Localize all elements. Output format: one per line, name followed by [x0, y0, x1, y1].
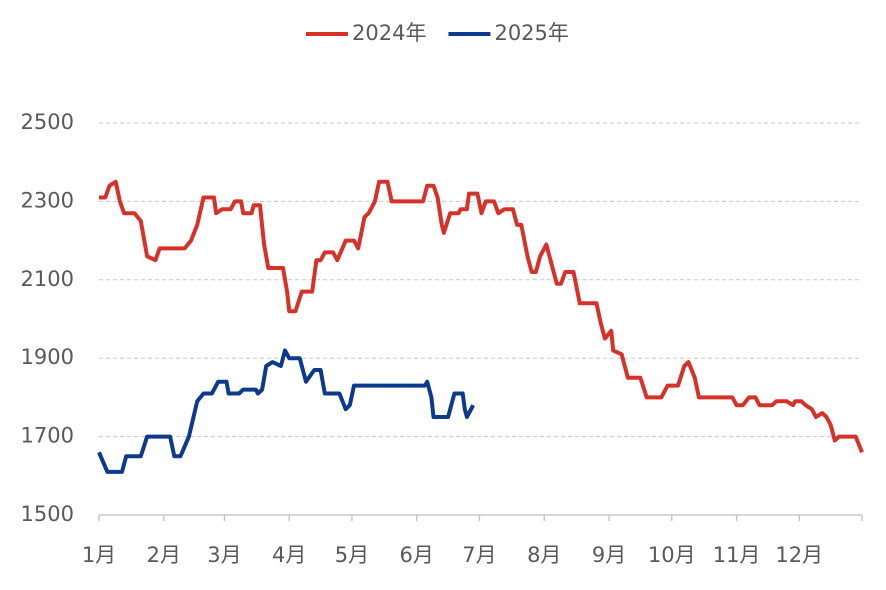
x-tick-label: 7月: [462, 543, 496, 567]
y-tick-label: 1500: [21, 502, 74, 526]
x-tick-label: 12月: [775, 543, 823, 567]
x-tick-label: 10月: [648, 543, 696, 567]
x-tick-label: 2月: [147, 543, 181, 567]
x-tick-label: 11月: [713, 543, 761, 567]
x-tick-label: 1月: [82, 543, 116, 567]
y-tick-label: 1700: [21, 424, 74, 448]
line: [99, 179, 864, 454]
x-tick-label: 9月: [592, 543, 626, 567]
y-tick-label: 1900: [21, 345, 74, 369]
x-tick-label: 3月: [207, 543, 241, 567]
legend-label: 2025年: [494, 21, 568, 45]
x-tick-label: 4月: [272, 543, 306, 567]
x-tick-label: 5月: [335, 543, 369, 567]
legend-label: 2024年: [352, 21, 426, 45]
y-tick-label: 2300: [21, 188, 74, 212]
y-tick-label: 2500: [21, 110, 74, 134]
x-tick-label: 6月: [400, 543, 434, 567]
y-tick-label: 2100: [21, 267, 74, 291]
line: [97, 348, 475, 474]
x-tick-label: 8月: [527, 543, 561, 567]
